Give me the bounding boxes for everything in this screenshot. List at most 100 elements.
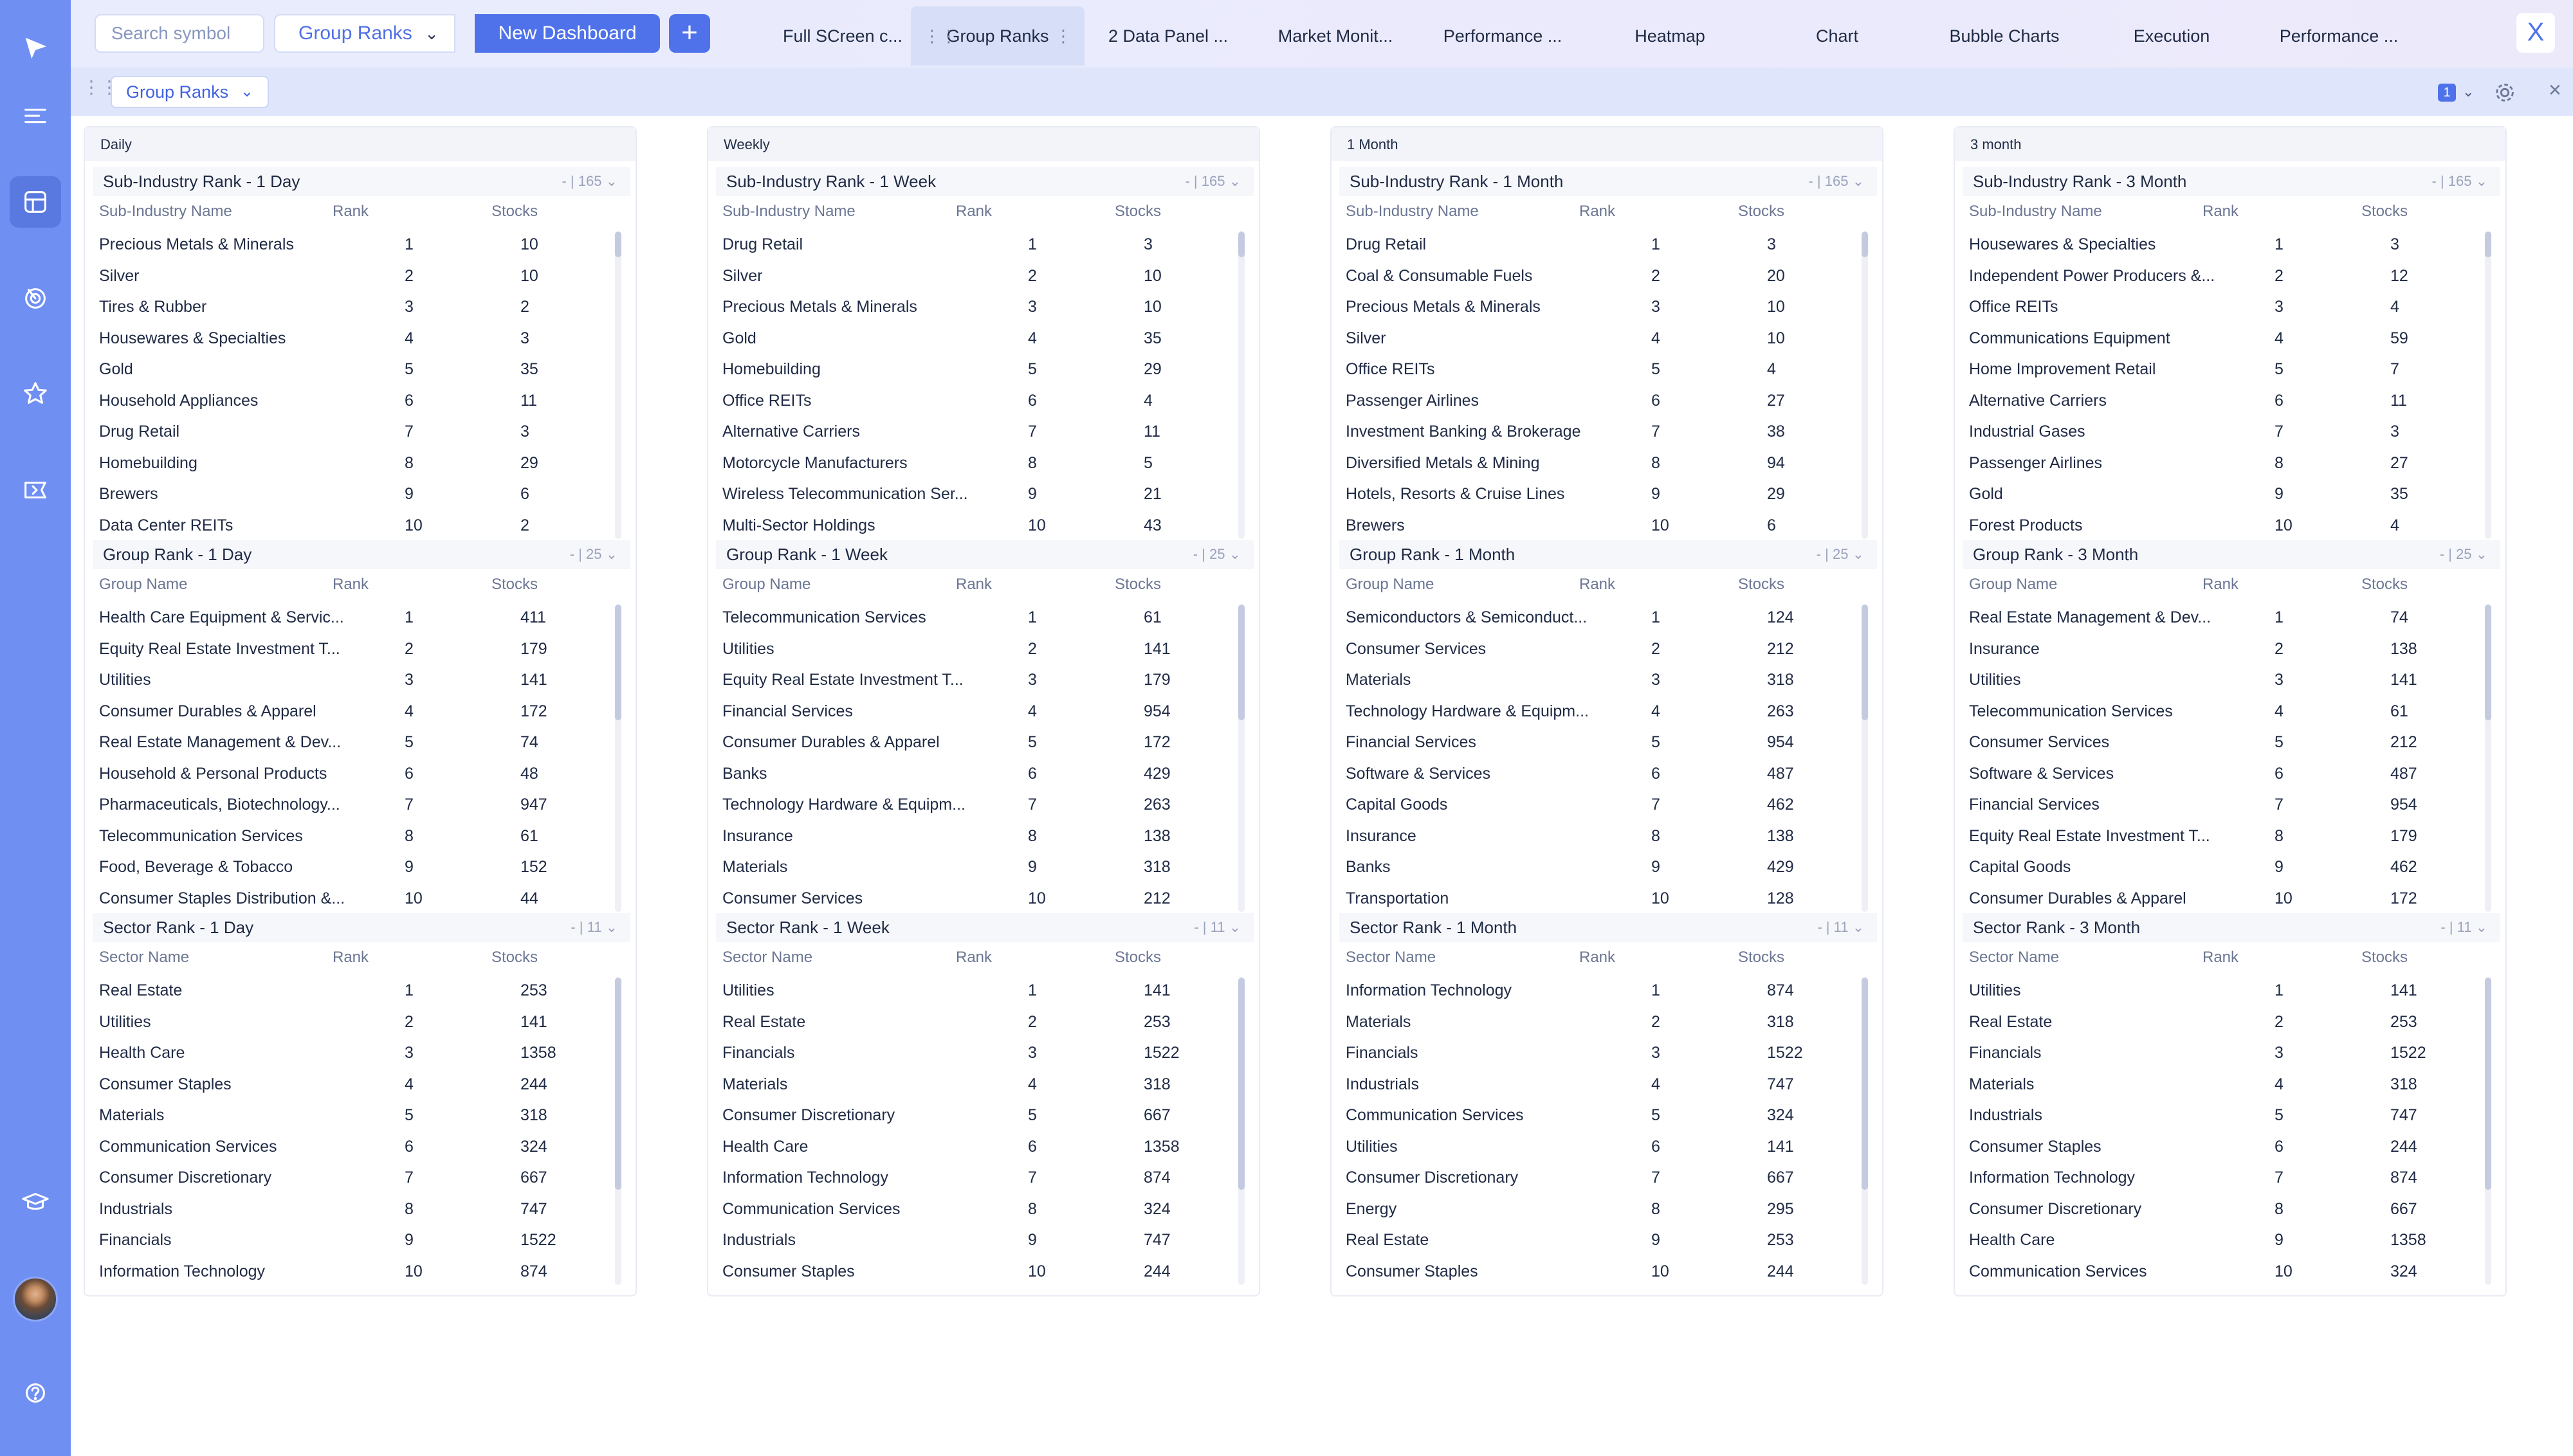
panel-count-select[interactable]: - | 11 ⌄ [1817,913,1864,942]
table-row[interactable]: Diversified Metals & Mining 8 94 [1339,448,1877,479]
table-row[interactable]: Coal & Consumable Fuels 2 20 [1339,260,1877,292]
table-row[interactable]: Financials 3 1522 [1339,1037,1877,1069]
table-row[interactable]: Energy 8 295 [1339,1194,1877,1225]
table-row[interactable]: Utilities 1 141 [716,975,1254,1006]
table-row[interactable]: Information Technology 7 874 [716,1162,1254,1194]
table-row[interactable]: Drug Retail 7 3 [93,416,630,448]
tab-market-monitor[interactable]: Market Monit... [1252,6,1419,66]
panel-count-select[interactable]: - | 165 ⌄ [2431,167,2487,196]
table-row[interactable]: Communications Equipment 4 59 [1963,323,2500,354]
table-row[interactable]: Consumer Durables & Apparel 4 172 [93,696,630,727]
panel-count-select[interactable]: - | 165 ⌄ [562,167,618,196]
panel-count-select[interactable]: - | 11 ⌄ [1194,913,1241,942]
table-row[interactable]: Investment Banking & Brokerage 7 38 [1339,416,1877,448]
table-row[interactable]: Communication Services 10 324 [1963,1256,2500,1288]
header-name[interactable]: Sub-Industry Name [722,203,856,220]
table-row[interactable]: Consumer Staples 10 244 [716,1256,1254,1288]
table-row[interactable]: Housewares & Specialties 4 3 [93,323,630,354]
header-name[interactable]: Group Name [1346,576,1434,593]
table-row[interactable]: Consumer Staples Distribution &... 10 44 [93,883,630,915]
header-stocks[interactable]: Stocks [1115,949,1162,966]
table-row[interactable]: Gold 4 35 [716,323,1254,354]
header-stocks[interactable]: Stocks [2361,949,2408,966]
table-row[interactable]: Health Care 9 1358 [1963,1224,2500,1256]
table-row[interactable]: Consumer Durables & Apparel 5 172 [716,727,1254,758]
panel-title-bar[interactable]: Sector Rank - 3 Month - | 11 ⌄ [1963,913,2500,942]
table-row[interactable]: Materials 9 318 [716,851,1254,883]
radar-icon[interactable] [10,273,61,324]
tab-full-screen[interactable]: Full SCreen c... [759,6,926,66]
table-row[interactable]: Technology Hardware & Equipm... 7 263 [716,789,1254,821]
header-name[interactable]: Group Name [99,576,188,593]
panel-count-select[interactable]: - | 25 ⌄ [1193,540,1241,569]
header-rank[interactable]: Rank [1579,949,1616,966]
avatar[interactable] [13,1277,58,1322]
table-row[interactable]: Housewares & Specialties 1 3 [1963,229,2500,260]
header-name[interactable]: Sector Name [1346,949,1436,966]
table-row[interactable]: Office REITs 6 4 [716,385,1254,417]
table-row[interactable]: Wireless Telecommunication Ser... 9 21 [716,478,1254,510]
help-icon[interactable] [10,1367,61,1419]
panel-title-bar[interactable]: Sector Rank - 1 Day - | 11 ⌄ [93,913,630,942]
table-row[interactable]: Alternative Carriers 7 11 [716,416,1254,448]
table-row[interactable]: Household & Personal Products 6 48 [93,758,630,790]
table-row[interactable]: Financial Services 5 954 [1339,727,1877,758]
scrollbar-thumb[interactable] [1238,978,1245,1190]
scrollbar[interactable] [2485,978,2491,1285]
table-row[interactable]: Software & Services 6 487 [1963,758,2500,790]
panel-title-bar[interactable]: Group Rank - 3 Month - | 25 ⌄ [1963,540,2500,569]
scrollbar-thumb[interactable] [1862,605,1868,720]
header-stocks[interactable]: Stocks [491,203,538,220]
table-row[interactable]: Capital Goods 7 462 [1339,789,1877,821]
table-row[interactable]: Drug Retail 1 3 [1339,229,1877,260]
scrollbar-thumb[interactable] [1862,978,1868,1190]
header-rank[interactable]: Rank [2202,949,2239,966]
scrollbar-thumb[interactable] [2485,605,2491,720]
table-row[interactable]: Data Center REITs 10 2 [93,510,630,541]
table-row[interactable]: Banks 9 429 [1339,851,1877,883]
header-name[interactable]: Sector Name [99,949,190,966]
table-row[interactable]: Financial Services 7 954 [1963,789,2500,821]
table-row[interactable]: Health Care Equipment & Servic... 1 411 [93,602,630,633]
table-row[interactable]: Consumer Staples 6 244 [1963,1131,2500,1163]
header-stocks[interactable]: Stocks [1738,203,1785,220]
panel-title-bar[interactable]: Group Rank - 1 Week - | 25 ⌄ [716,540,1254,569]
table-row[interactable]: Brewers 9 6 [93,478,630,510]
table-row[interactable]: Consumer Services 5 212 [1963,727,2500,758]
header-stocks[interactable]: Stocks [1115,203,1162,220]
table-row[interactable]: Forest Products 10 4 [1963,510,2500,541]
table-row[interactable]: Real Estate Management & Dev... 5 74 [93,727,630,758]
table-row[interactable]: Health Care 3 1358 [93,1037,630,1069]
header-stocks[interactable]: Stocks [491,576,538,593]
table-row[interactable]: Brewers 10 6 [1339,510,1877,541]
table-row[interactable]: Insurance 8 138 [716,821,1254,852]
menu-icon[interactable] [10,91,61,143]
scrollbar-thumb[interactable] [1862,232,1868,257]
table-row[interactable]: Consumer Services 10 212 [716,883,1254,915]
table-row[interactable]: Precious Metals & Minerals 1 10 [93,229,630,260]
panel-count-select[interactable]: - | 11 ⌄ [571,913,618,942]
table-row[interactable]: Hotels, Resorts & Cruise Lines 9 29 [1339,478,1877,510]
scrollbar-thumb[interactable] [1238,232,1245,257]
table-row[interactable]: Industrials 8 747 [93,1194,630,1225]
header-rank[interactable]: Rank [333,576,369,593]
scrollbar-thumb[interactable] [2485,232,2491,257]
dashboard-select[interactable]: Group Ranks ⌄ [274,14,455,53]
table-row[interactable]: Telecommunication Services 4 61 [1963,696,2500,727]
scrollbar[interactable] [2485,605,2491,912]
scrollbar[interactable] [1862,978,1868,1285]
table-row[interactable]: Pharmaceuticals, Biotechnology... 7 947 [93,789,630,821]
panel-title-bar[interactable]: Sub-Industry Rank - 1 Week - | 165 ⌄ [716,167,1254,196]
table-row[interactable]: Precious Metals & Minerals 3 10 [716,291,1254,323]
table-row[interactable]: Materials 4 318 [716,1069,1254,1100]
header-stocks[interactable]: Stocks [2361,576,2408,593]
tab-data-panel[interactable]: 2 Data Panel ... [1085,6,1252,66]
table-row[interactable]: Consumer Staples 4 244 [93,1069,630,1100]
table-row[interactable]: Industrials 9 747 [716,1224,1254,1256]
header-stocks[interactable]: Stocks [491,949,538,966]
header-stocks[interactable]: Stocks [1738,576,1785,593]
table-row[interactable]: Homebuilding 8 29 [93,448,630,479]
table-row[interactable]: Independent Power Producers &... 2 12 [1963,260,2500,292]
star-icon[interactable] [10,368,61,419]
table-row[interactable]: Telecommunication Services 1 61 [716,602,1254,633]
